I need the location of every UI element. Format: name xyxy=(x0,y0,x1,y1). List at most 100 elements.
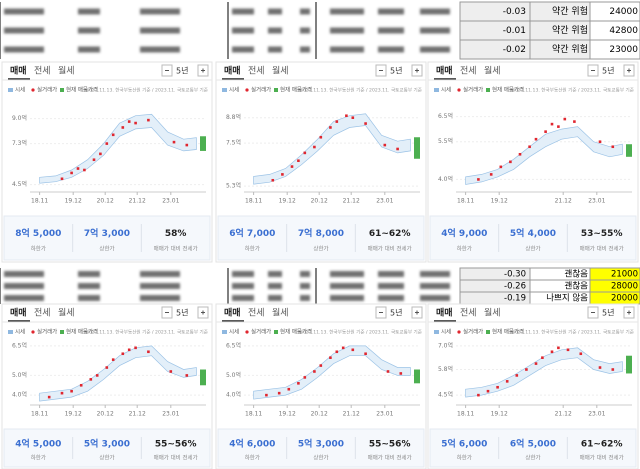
legend-swatch xyxy=(245,330,249,334)
legend-label: 실거래가 xyxy=(463,86,483,94)
transaction-point xyxy=(105,366,109,369)
blur-block xyxy=(268,283,282,289)
x-tick-label: 19.12 xyxy=(491,198,508,205)
tab[interactable]: 전세 xyxy=(460,308,477,319)
transaction-point xyxy=(399,372,403,375)
tab[interactable]: 월세 xyxy=(58,65,75,77)
x-tick-label: 23.01 xyxy=(376,411,393,418)
period[interactable]: 5년 xyxy=(390,66,402,76)
blur-block xyxy=(300,283,310,289)
tab[interactable]: 매매 xyxy=(224,65,241,77)
legend-label: 시세 xyxy=(229,86,239,94)
transaction-point xyxy=(303,151,307,155)
stat-label: 상한가 xyxy=(99,245,114,253)
blur-block xyxy=(330,27,364,34)
transaction-point xyxy=(313,145,316,149)
legend-swatch xyxy=(222,330,227,334)
y-tick-label: 4.0억 xyxy=(438,175,453,183)
transaction-point xyxy=(496,385,499,389)
blur-block xyxy=(330,8,364,15)
transaction-point xyxy=(557,125,560,128)
transaction-point xyxy=(303,376,307,379)
transaction-point xyxy=(185,143,189,147)
x-tick-label: 18.11 xyxy=(31,411,48,418)
blur-block xyxy=(268,8,282,15)
transaction-point xyxy=(281,173,284,176)
x-tick-label: 21.12 xyxy=(129,411,146,418)
transaction-point xyxy=(265,393,268,397)
source-note: 2023.11.13. 한국부동산원 기준 / 2023.11. 국토교통부 기… xyxy=(86,329,208,336)
period[interactable]: 5년 xyxy=(176,308,188,318)
tab[interactable]: 전세 xyxy=(248,308,265,319)
tab[interactable]: 전세 xyxy=(34,66,51,77)
stat-label: 상한가 xyxy=(313,245,328,253)
transaction-point xyxy=(297,159,300,163)
stat-value: 8억 5,000 xyxy=(15,227,61,239)
y-tick-label: 9.0억 xyxy=(12,114,27,122)
transaction-point xyxy=(70,171,73,175)
stat-value: 61~62% xyxy=(581,440,623,450)
legend-label: 시세 xyxy=(441,86,451,94)
x-tick-label: 18.11 xyxy=(457,198,474,205)
price-band xyxy=(39,113,197,184)
stat-value: 4억 9,000 xyxy=(441,227,487,239)
price-band xyxy=(39,345,197,402)
x-tick-label: 18.11 xyxy=(245,411,262,418)
tab[interactable]: 월세 xyxy=(58,307,75,319)
x-tick-label: 21.12 xyxy=(129,198,146,205)
x-tick-label: 23.01 xyxy=(588,198,605,205)
blur-block xyxy=(378,295,404,301)
tab[interactable]: 전세 xyxy=(248,66,265,77)
blur-block xyxy=(232,271,254,277)
tab[interactable]: 매매 xyxy=(436,307,453,319)
y-tick-label: 6.5억 xyxy=(438,112,453,120)
tab[interactable]: 전세 xyxy=(34,308,51,319)
tab[interactable]: 월세 xyxy=(272,307,289,319)
y-tick-label: 5.5억 xyxy=(438,137,453,145)
period[interactable]: 5년 xyxy=(176,66,188,76)
transaction-point xyxy=(99,152,102,156)
status: 괜찮음 xyxy=(565,269,589,280)
tab[interactable]: 월세 xyxy=(484,307,501,319)
transaction-point xyxy=(329,126,332,129)
legend-label: 현재 매물가격 xyxy=(280,86,312,94)
period[interactable]: 5년 xyxy=(390,308,402,318)
listing-range xyxy=(626,355,632,374)
blur-block xyxy=(4,46,44,53)
change-value: -0.19 xyxy=(504,294,526,304)
stat-value: 7억 3,000 xyxy=(84,227,130,239)
blur-block xyxy=(78,283,100,289)
legend-label: 실거래가 xyxy=(251,86,271,94)
tab[interactable]: 전세 xyxy=(460,66,477,77)
transaction-point xyxy=(566,348,570,352)
tab[interactable]: 매매 xyxy=(10,307,27,319)
source-note: 2023.11.13. 한국부동산원 기준 / 2023.11. 국토교통부 기… xyxy=(300,329,422,336)
blur-block xyxy=(378,27,404,34)
transaction-point xyxy=(127,120,131,123)
stat-label: 상한가 xyxy=(525,245,540,253)
transaction-point xyxy=(386,370,390,373)
blur-block xyxy=(268,271,282,277)
legend-swatch xyxy=(8,330,13,334)
blur-block xyxy=(78,295,100,301)
tab[interactable]: 매매 xyxy=(10,65,27,77)
period[interactable]: 5년 xyxy=(602,308,614,318)
blur-block xyxy=(78,27,100,34)
blur-block xyxy=(140,295,180,301)
tab[interactable]: 매매 xyxy=(224,307,241,319)
tab[interactable]: 월세 xyxy=(272,65,289,77)
blur-block xyxy=(268,295,282,301)
period[interactable]: 5년 xyxy=(602,66,614,76)
change-value: -0.02 xyxy=(503,45,526,55)
tab[interactable]: 매매 xyxy=(436,65,453,77)
transaction-point xyxy=(579,352,583,356)
blur-block xyxy=(330,271,364,277)
transaction-point xyxy=(550,122,554,126)
y-tick-label: 5.0억 xyxy=(226,371,241,379)
tab[interactable]: 월세 xyxy=(484,65,501,77)
blur-block xyxy=(330,295,364,301)
blur-block xyxy=(300,46,310,53)
x-tick-label: 20.12 xyxy=(311,411,328,418)
transaction-point xyxy=(105,142,109,145)
